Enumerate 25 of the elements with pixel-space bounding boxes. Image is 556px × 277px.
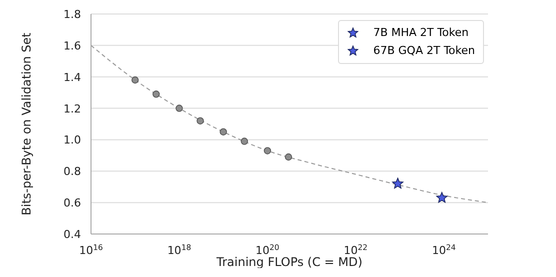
point [176,104,183,112]
point [240,138,248,145]
x-tick-label: 10$^{18}$ [167,242,192,257]
x-tick-label: 10$^{16}$ [79,242,103,257]
y-tick-label: 0.8 [64,165,81,178]
point [284,153,292,161]
x-tick-label: 10$^{22}$ [344,242,368,257]
y-tick-label: 1.2 [64,102,81,116]
line-series [91,44,488,204]
legend-label: 67B GQA 2T Token [373,43,475,59]
point [196,117,204,124]
y-tick-label: 1.0 [64,134,81,147]
y-axis-title: Bits-per-Byte on Validation Set [19,32,34,216]
point [220,128,227,136]
y-tick-label: 1.6 [64,39,81,52]
legend-label: 7B MHA 2T Token [373,25,469,41]
point [152,90,160,98]
point [264,147,272,154]
x-tick-label: 10$^{24}$ [432,242,456,257]
y-tick-label: 1.4 [64,70,81,84]
point [132,76,139,84]
y-tick-label: 0.4 [64,228,81,241]
y-tick-label: 0.6 [64,196,81,210]
x-tick-label: 10$^{20}$ [256,242,280,257]
y-tick-label: 1.8 [64,8,81,21]
